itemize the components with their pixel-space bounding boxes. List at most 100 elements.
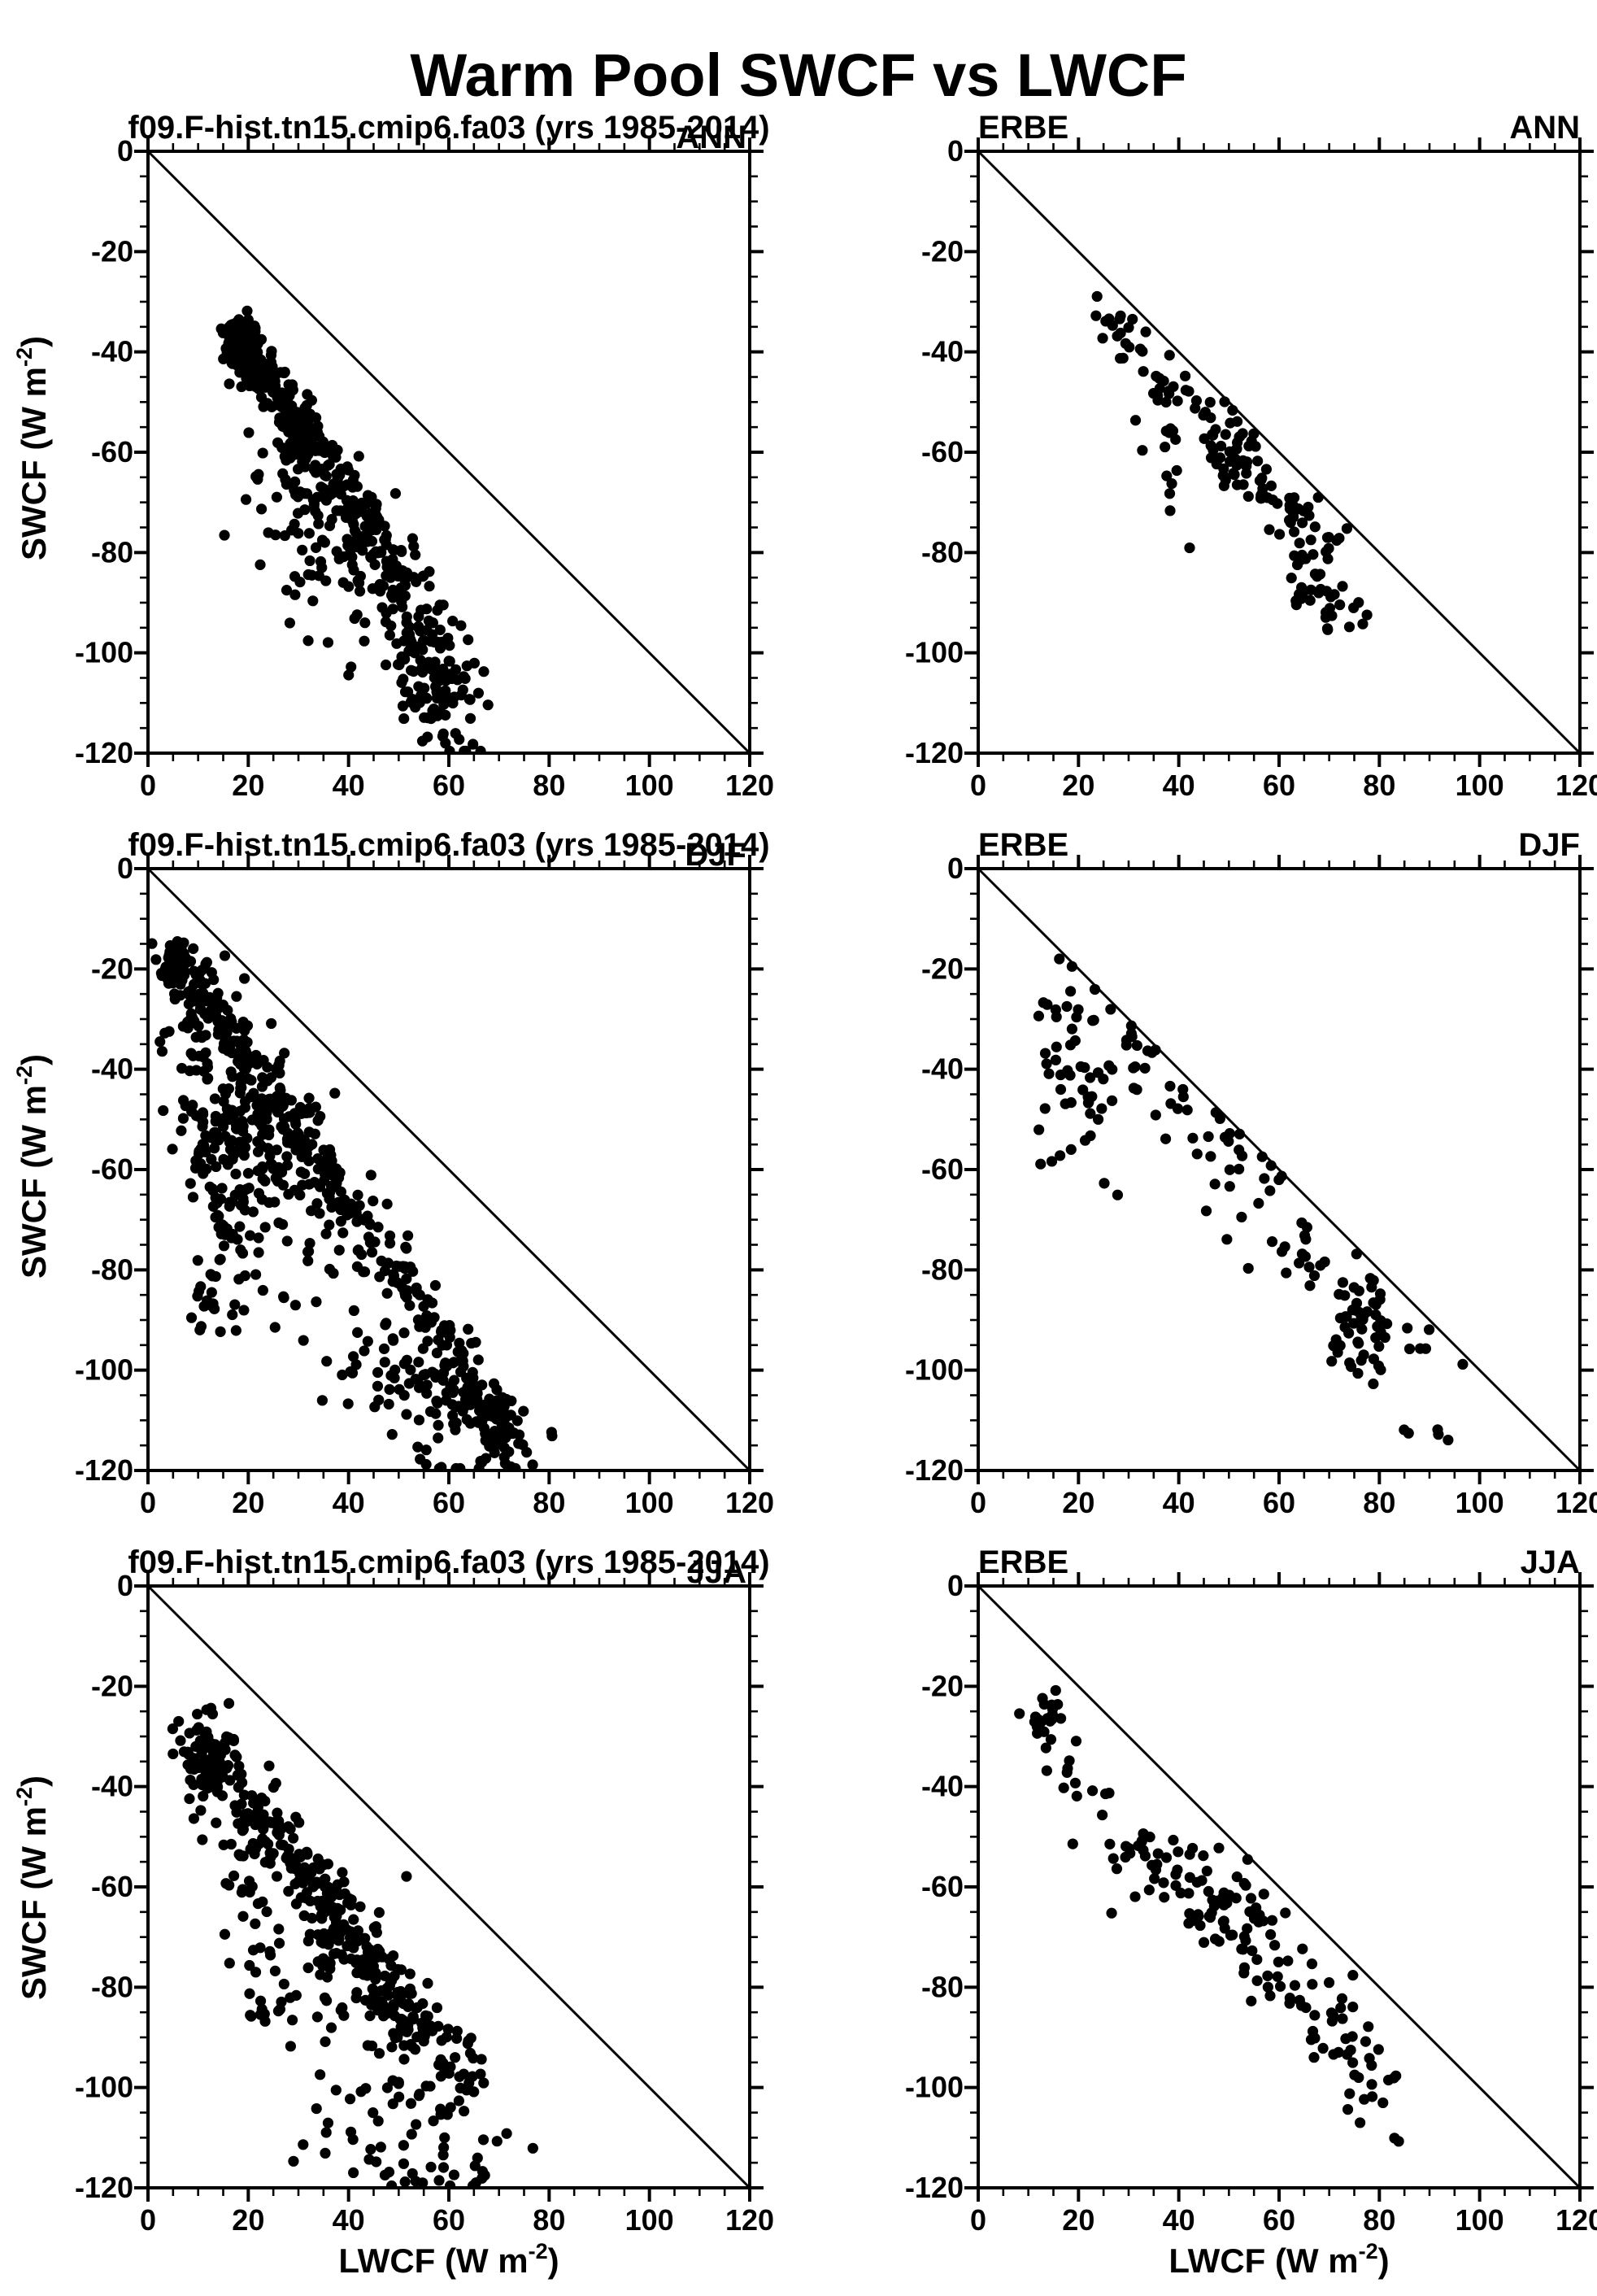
svg-text:80: 80: [1363, 769, 1395, 802]
x-axis-label-sup: -2: [528, 2239, 548, 2263]
svg-text:-80: -80: [921, 1253, 964, 1286]
svg-text:40: 40: [333, 2203, 365, 2237]
season-label: ANN: [1509, 110, 1580, 146]
svg-text:-20: -20: [921, 952, 964, 985]
svg-text:60: 60: [1263, 2203, 1295, 2237]
svg-text:100: 100: [1456, 769, 1504, 802]
svg-text:-40: -40: [91, 1770, 133, 1803]
svg-text:-120: -120: [905, 2171, 964, 2204]
y-axis-label-sup: -2: [12, 1065, 37, 1086]
scatter-plot-erbe-ann: 0 0 20 -20 40 -40 60 -60 80 -80 100 -100 120 -120: [905, 134, 1597, 802]
svg-text:-80: -80: [921, 535, 964, 569]
panel-model-djf: f09.F-hist.tn15.cmip6.fa03 (yrs 1985-201…: [46, 824, 774, 1556]
scatter-plot-model-jja: 0 0 20 -20 40 -40 60 -60 80 -80 100 -100 120 -120: [75, 1569, 774, 2237]
svg-text:-40: -40: [91, 1052, 133, 1086]
svg-text:80: 80: [533, 2203, 565, 2237]
scatter-plot-model-ann: 0 0 20 -20 40 -40 60 -60 80 -80 100 -100 120 -120: [75, 134, 774, 802]
svg-text:-100: -100: [905, 636, 964, 669]
panel-title-row: ERBE DJF: [978, 824, 1580, 868]
figure-title: Warm Pool SWCF vs LWCF: [410, 41, 1187, 109]
season-label: DJF: [685, 837, 746, 873]
svg-text:-120: -120: [905, 736, 964, 769]
svg-text:40: 40: [333, 769, 365, 802]
y-axis-label-row1: SWCF (W m-2): [12, 237, 54, 660]
y-axis-label-text: SWCF (W m: [15, 1085, 53, 1279]
svg-text:-40: -40: [921, 335, 964, 368]
svg-text:0: 0: [947, 852, 964, 885]
x-axis-label-close: ): [547, 2242, 559, 2280]
y-axis-label-close: ): [15, 1054, 53, 1066]
svg-text:80: 80: [1363, 1486, 1395, 1519]
panel-title: ERBE: [978, 110, 1069, 146]
svg-text:-100: -100: [905, 1353, 964, 1387]
svg-text:-40: -40: [91, 335, 133, 368]
panel-title-row: ERBE ANN: [978, 107, 1580, 150]
svg-text:-60: -60: [921, 1152, 964, 1186]
season-label: DJF: [1518, 827, 1580, 863]
svg-text:0: 0: [117, 852, 133, 885]
svg-text:-100: -100: [75, 636, 133, 669]
svg-text:-100: -100: [75, 2071, 133, 2104]
svg-text:-60: -60: [91, 1870, 133, 1903]
svg-text:40: 40: [1163, 769, 1195, 802]
svg-text:-20: -20: [91, 1669, 133, 1702]
svg-text:-60: -60: [91, 1152, 133, 1186]
svg-text:-40: -40: [921, 1052, 964, 1086]
svg-text:-100: -100: [905, 2071, 964, 2104]
y-axis-label-text: SWCF (W m: [15, 367, 53, 560]
x-axis-label-close: ): [1377, 2242, 1390, 2280]
svg-text:-40: -40: [921, 1770, 964, 1803]
svg-text:20: 20: [232, 769, 264, 802]
panel-title: ERBE: [978, 827, 1069, 863]
panel-erbe-jja: ERBE JJA 0 0 20 -20 40 -40 60 -60 80 -80 100 -100 12…: [877, 1541, 1597, 2273]
svg-text:0: 0: [970, 1486, 986, 1519]
svg-text:60: 60: [1263, 769, 1295, 802]
svg-text:120: 120: [1556, 2203, 1597, 2237]
y-axis-label-row2: SWCF (W m-2): [12, 955, 54, 1378]
svg-text:-120: -120: [905, 1453, 964, 1487]
panel-model-jja: f09.F-hist.tn15.cmip6.fa03 (yrs 1985-201…: [46, 1541, 774, 2273]
svg-text:100: 100: [625, 769, 674, 802]
svg-text:0: 0: [140, 1486, 156, 1519]
svg-text:120: 120: [1556, 769, 1597, 802]
y-axis-label-text: SWCF (W m: [15, 1806, 53, 2000]
scatter-plot-model-djf: 0 0 20 -20 40 -40 60 -60 80 -80 100 -100 120 -120: [75, 852, 774, 1519]
svg-text:100: 100: [1456, 1486, 1504, 1519]
svg-text:60: 60: [433, 769, 465, 802]
svg-text:20: 20: [1062, 769, 1094, 802]
svg-text:0: 0: [140, 769, 156, 802]
svg-text:20: 20: [232, 1486, 264, 1519]
y-axis-label-sup: -2: [12, 1787, 37, 1807]
svg-text:20: 20: [1062, 2203, 1094, 2237]
x-axis-label-text: LWCF (W m: [1168, 2242, 1359, 2280]
svg-text:60: 60: [433, 2203, 465, 2237]
svg-text:20: 20: [1062, 1486, 1094, 1519]
svg-text:120: 120: [725, 1486, 774, 1519]
season-label: JJA: [1520, 1544, 1580, 1580]
svg-text:-120: -120: [75, 2171, 133, 2204]
svg-text:20: 20: [232, 2203, 264, 2237]
svg-text:-20: -20: [91, 234, 133, 268]
svg-text:120: 120: [725, 769, 774, 802]
svg-text:60: 60: [433, 1486, 465, 1519]
svg-text:-20: -20: [921, 234, 964, 268]
svg-text:0: 0: [947, 134, 964, 168]
panel-model-ann: f09.F-hist.tn15.cmip6.fa03 (yrs 1985-201…: [46, 107, 774, 839]
panel-erbe-ann: ERBE ANN 0 0 20 -20 40 -40 60 -60 80 -80 100 -100 12…: [877, 107, 1597, 839]
svg-text:0: 0: [117, 134, 133, 168]
svg-text:60: 60: [1263, 1486, 1295, 1519]
svg-text:120: 120: [1556, 1486, 1597, 1519]
y-axis-label-close: ): [15, 1775, 53, 1788]
svg-text:-20: -20: [921, 1669, 964, 1702]
svg-text:120: 120: [725, 2203, 774, 2237]
panel-title-row: ERBE JJA: [978, 1541, 1580, 1585]
scatter-plot-erbe-djf: 0 0 20 -20 40 -40 60 -60 80 -80 100 -100 120 -120: [905, 852, 1597, 1519]
svg-text:80: 80: [533, 1486, 565, 1519]
svg-text:80: 80: [1363, 2203, 1395, 2237]
x-axis-label-left: LWCF (W m-2): [246, 2239, 652, 2281]
svg-text:0: 0: [140, 2203, 156, 2237]
y-axis-label-close: ): [15, 336, 53, 348]
scatter-plot-erbe-jja: 0 0 20 -20 40 -40 60 -60 80 -80 100 -100 120 -120: [905, 1569, 1597, 2237]
svg-text:-80: -80: [91, 1970, 133, 2003]
svg-text:-80: -80: [91, 535, 133, 569]
